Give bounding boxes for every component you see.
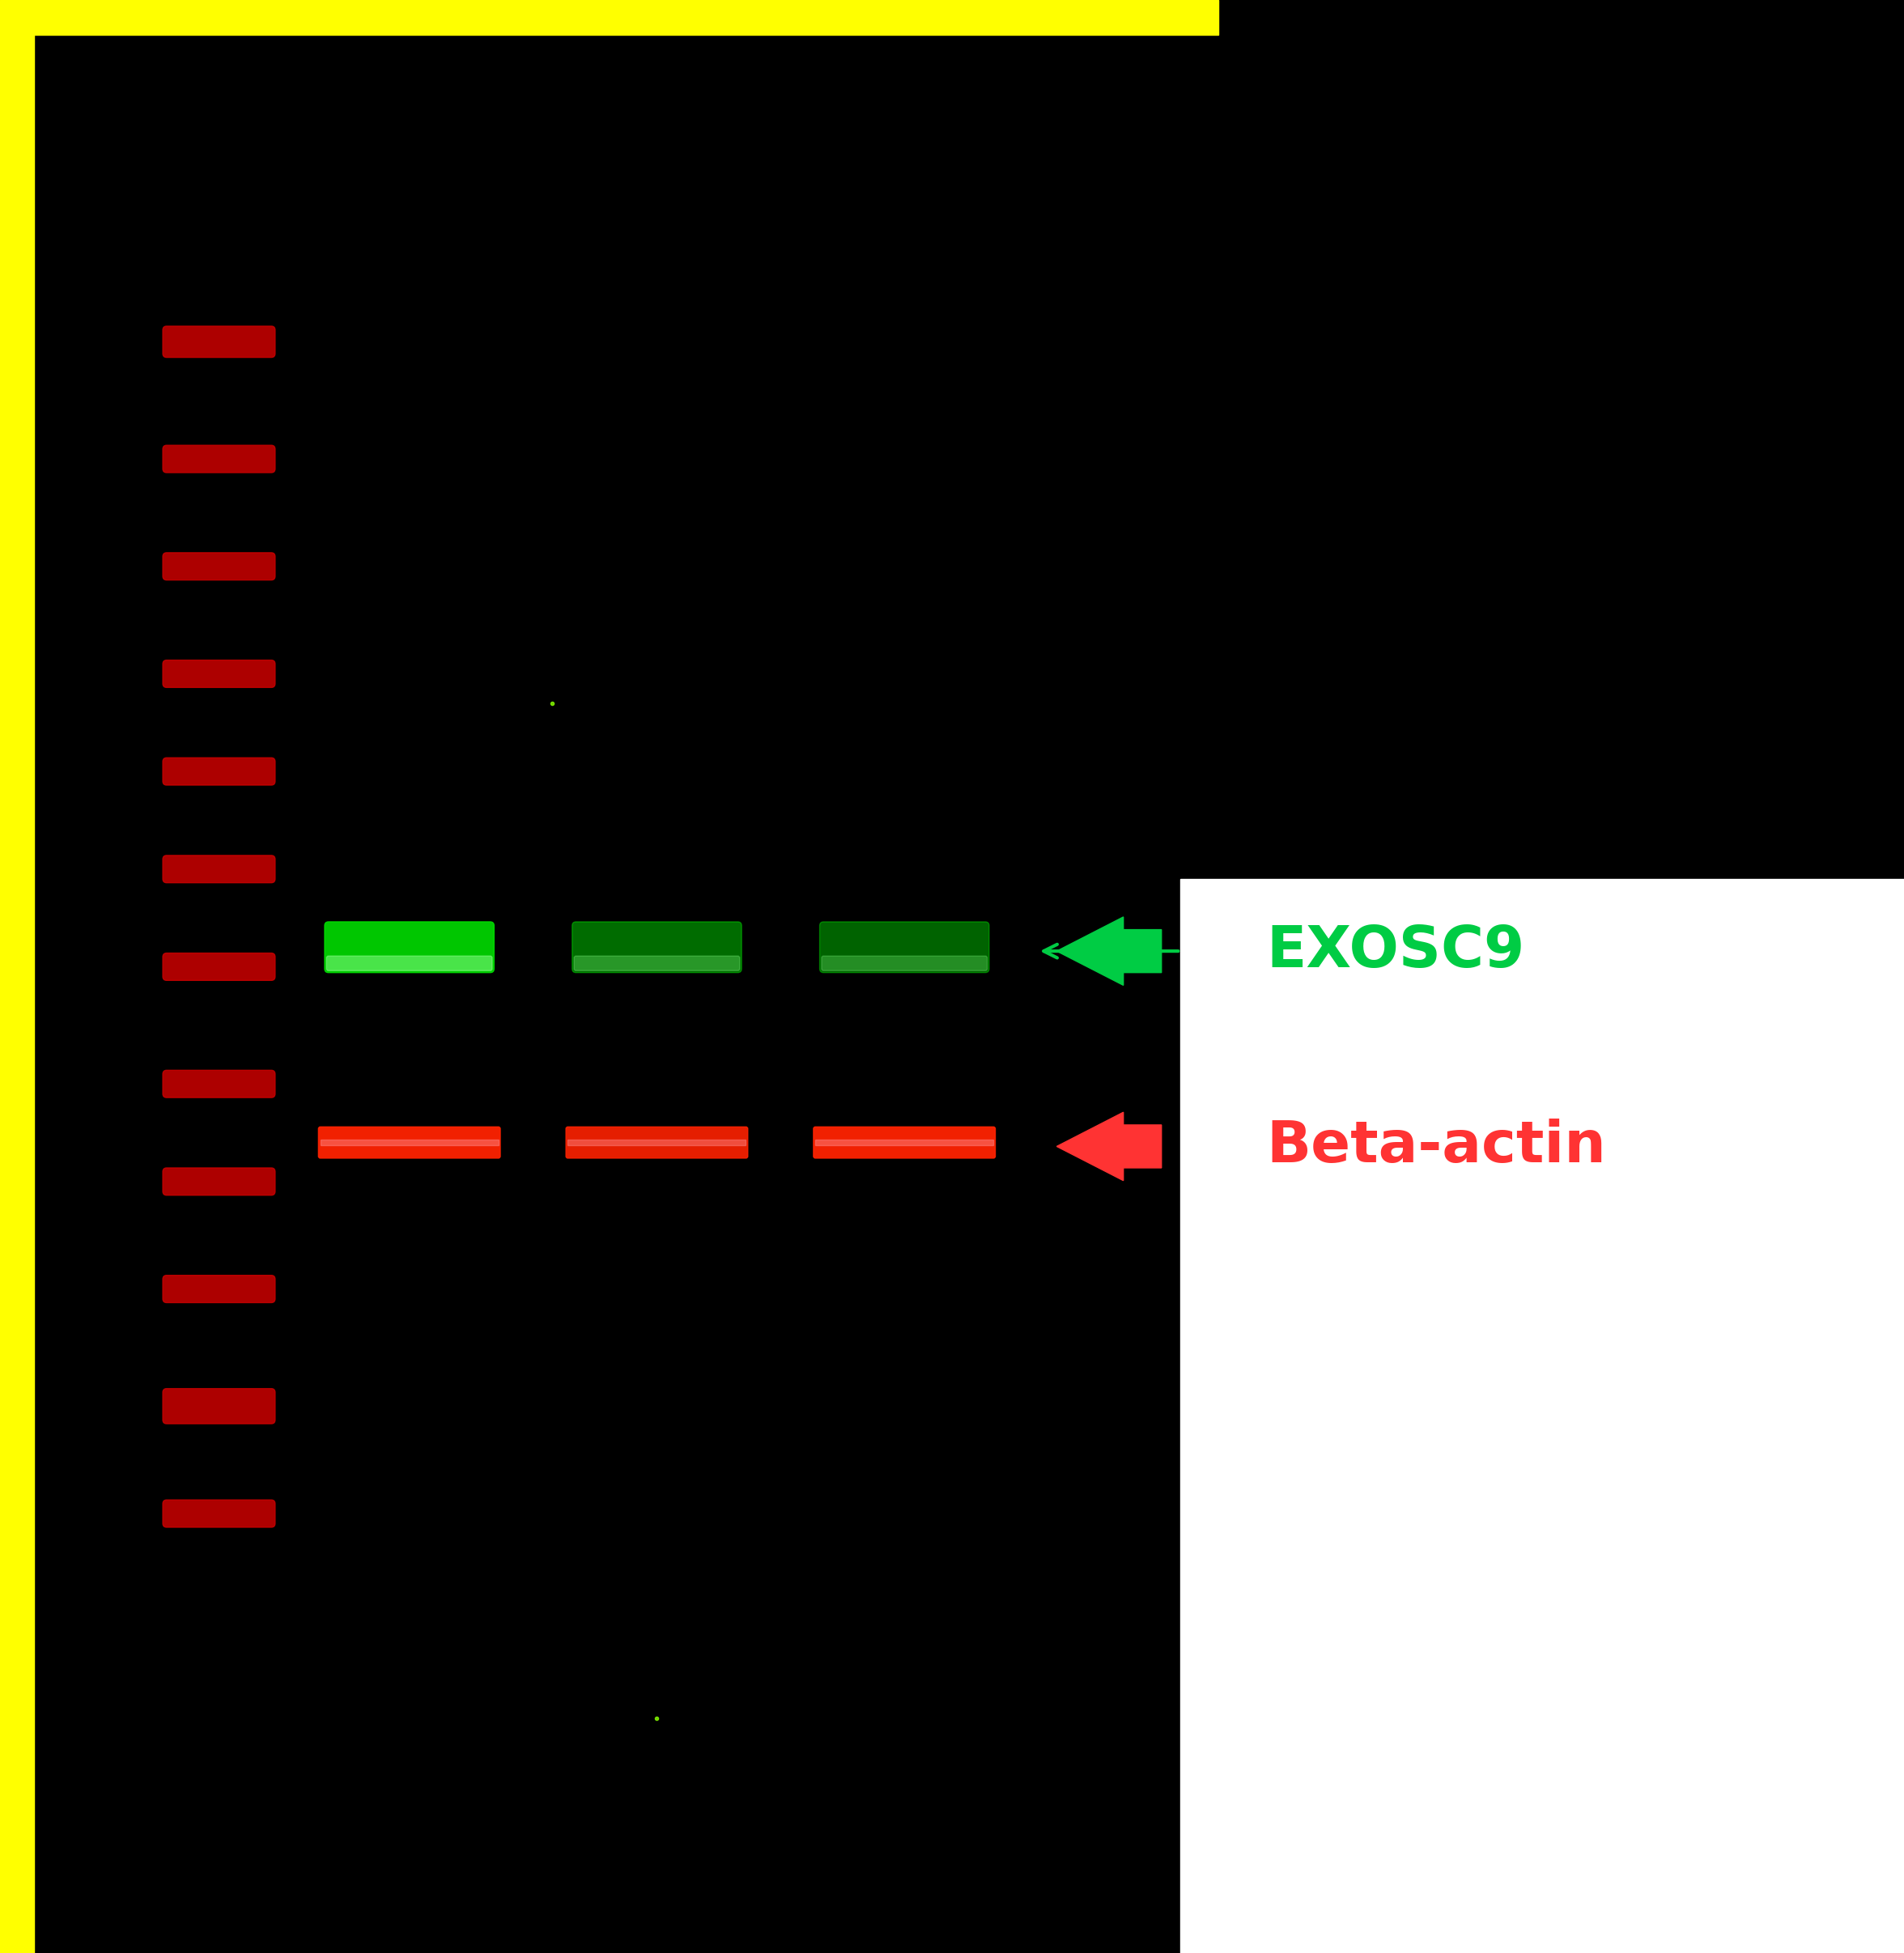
FancyBboxPatch shape xyxy=(571,922,743,973)
FancyBboxPatch shape xyxy=(162,660,276,687)
FancyBboxPatch shape xyxy=(162,326,276,357)
Text: Beta-actin: Beta-actin xyxy=(1266,1119,1605,1174)
FancyBboxPatch shape xyxy=(162,953,276,980)
FancyBboxPatch shape xyxy=(162,1275,276,1303)
FancyBboxPatch shape xyxy=(823,957,986,971)
FancyBboxPatch shape xyxy=(162,758,276,785)
Bar xyxy=(0,0,34,1953)
FancyBboxPatch shape xyxy=(162,1168,276,1195)
FancyBboxPatch shape xyxy=(813,1127,996,1158)
FancyBboxPatch shape xyxy=(573,957,739,971)
FancyBboxPatch shape xyxy=(326,957,491,971)
Bar xyxy=(567,1141,746,1144)
FancyBboxPatch shape xyxy=(324,922,495,973)
FancyArrow shape xyxy=(1057,1111,1161,1180)
FancyBboxPatch shape xyxy=(162,1500,276,1527)
FancyBboxPatch shape xyxy=(162,445,276,473)
Bar xyxy=(0,0,1219,35)
FancyBboxPatch shape xyxy=(162,1070,276,1098)
Bar xyxy=(320,1141,499,1144)
Bar xyxy=(815,1141,994,1144)
FancyBboxPatch shape xyxy=(318,1127,501,1158)
FancyArrow shape xyxy=(1057,918,1161,986)
FancyBboxPatch shape xyxy=(162,855,276,883)
FancyBboxPatch shape xyxy=(819,922,988,973)
Text: EXOSC9: EXOSC9 xyxy=(1266,924,1525,978)
FancyBboxPatch shape xyxy=(162,1389,276,1424)
Bar xyxy=(1180,879,1904,1953)
FancyBboxPatch shape xyxy=(162,553,276,580)
FancyBboxPatch shape xyxy=(565,1127,748,1158)
